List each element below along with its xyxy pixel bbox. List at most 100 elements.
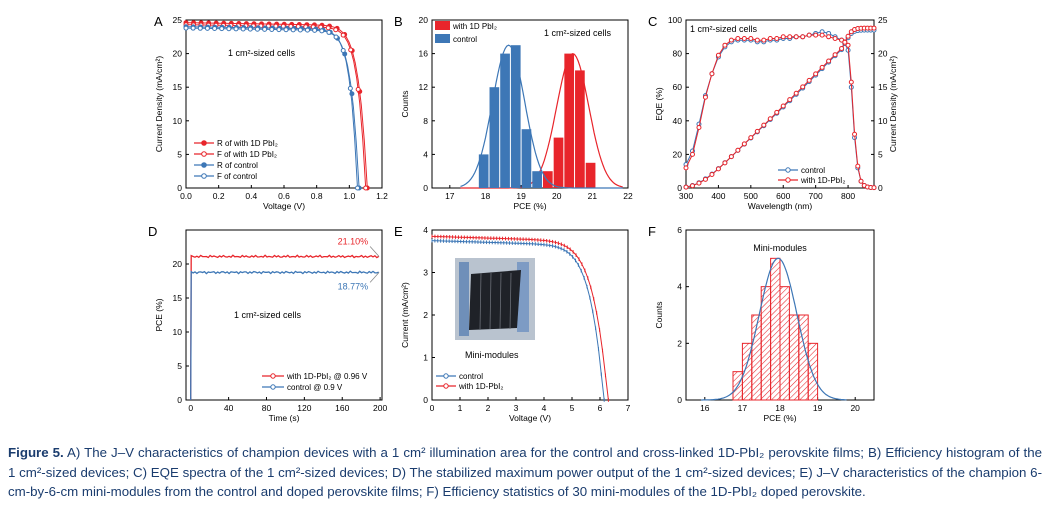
panel-d-legend-label: control @ 0.9 V (287, 383, 343, 392)
panel-c-eqe-point (826, 34, 832, 40)
panel-f-bar (779, 286, 790, 401)
panel-a-ytick-label: 0 (177, 183, 182, 193)
panel-f-bar (770, 257, 781, 401)
panel-c-eqe-point (848, 79, 854, 85)
panel-f-bar (807, 342, 819, 401)
panel-b-xtick-label: 18 (481, 191, 491, 201)
panel-a-point (276, 27, 282, 33)
panel-c-ytick-label: 80 (673, 49, 683, 59)
panel-d-series-line (190, 254, 380, 401)
panel-e-legend-marker (443, 373, 449, 379)
panel-c-integrated-point (793, 90, 799, 96)
panel-c-integrated-point (832, 52, 838, 58)
panel-d-xtick-label: 40 (224, 403, 234, 413)
panel-a-legend-label: R of control (217, 161, 258, 170)
photo-module-device (469, 270, 521, 330)
panel-a-legend-marker (201, 151, 207, 157)
caption-label: Figure 5. (8, 445, 64, 460)
panel-f-xtick-label: 20 (850, 403, 860, 413)
panel-b-legend-swatch (435, 21, 450, 30)
panel-f-fit-curve (701, 257, 847, 401)
panel-a-point (240, 26, 246, 32)
panel-b-annotation: 1 cm²-sized cells (544, 28, 612, 38)
panel-b-ytick-label: 0 (423, 183, 428, 193)
panel-a-ytick-label: 10 (173, 116, 183, 126)
panel-d-legend-marker (270, 373, 276, 379)
caption-text: A) The J–V characteristics of champion d… (8, 445, 1043, 499)
panel-b-xlabel: PCE (%) (513, 201, 546, 211)
panel-d-label: D (148, 224, 157, 239)
panel-c-ytick-right-label: 0 (878, 183, 883, 193)
figure-caption: Figure 5. A) The J–V characteristics of … (8, 443, 1042, 521)
panel-c-ytick-right-label: 5 (878, 149, 883, 159)
panel-a-point (290, 27, 296, 33)
panel-c-ytick-label: 60 (673, 82, 683, 92)
panel-d-xtick-label: 80 (262, 403, 272, 413)
photo-module-scribe-line (479, 272, 482, 330)
panel-c-integrated-point (741, 141, 747, 147)
panel-b-bar (532, 171, 542, 188)
panel-c-integrated-point (845, 33, 851, 39)
panel-c-eqe-point (852, 131, 858, 137)
panel-c-integrated-point (754, 128, 760, 134)
panel-a-point (262, 26, 268, 32)
panel-c-integrated-point (761, 122, 767, 128)
panel-a-ytick-label: 20 (173, 49, 183, 59)
panel-a-ytick-label: 25 (173, 15, 183, 25)
panel-a-point (340, 47, 346, 53)
photo-glove-left (459, 262, 469, 336)
panel-a-point (233, 26, 239, 32)
panel-e-xtick-label: 3 (514, 403, 519, 413)
panel-c-eqe-point (774, 35, 780, 41)
panel-d-value-pointer (369, 246, 380, 257)
panel-e-legend-marker (443, 383, 449, 389)
panel-d-value-label: 21.10% (338, 237, 369, 247)
panel-c-ytick-label: 0 (677, 183, 682, 193)
panel-c-integrated-point (748, 135, 754, 141)
panel-c-eqe-point (754, 37, 760, 43)
panel-b-ytick-label: 20 (419, 15, 429, 25)
panel-c-integrated-point (689, 183, 695, 189)
panel-a-point (247, 26, 253, 32)
panel-f-xtick-label: 16 (700, 403, 710, 413)
panel-e-xtick-label: 0 (430, 403, 435, 413)
panel-e-ytick-label: 1 (423, 353, 428, 363)
panel-d-series-line (190, 270, 379, 401)
panel-c-integrated-point (871, 25, 877, 31)
panel-b-bar (585, 162, 596, 188)
panel-d-value-pointer (369, 272, 380, 283)
panel-b-bar (564, 53, 575, 188)
panel-a-xlabel: Voltage (V) (263, 201, 305, 211)
panel-c-legend-label: with 1D-PbI₂ (800, 176, 845, 185)
panel-a-point (325, 25, 331, 31)
panel-b-fit-curve (460, 44, 623, 189)
panel-c-integrated-point (702, 176, 708, 182)
panel-c-eqe-point (832, 35, 838, 41)
photo-module-scribe-line (499, 272, 502, 330)
panel-a-point (333, 34, 339, 40)
panel-d-ytick-label: 0 (177, 395, 182, 405)
panel-e-ytick-label: 4 (423, 225, 428, 235)
panel-c-legend-label: control (801, 166, 825, 175)
panel-c-eqe-point (761, 37, 767, 43)
panel-c-integrated-point (696, 180, 702, 186)
panel-c-eqe-point (800, 34, 806, 40)
panel-c-eqe-point (683, 165, 689, 171)
panel-c-integrated-point (800, 84, 806, 90)
panel-c-eqe-line (685, 34, 875, 189)
panel-c-xtick-label: 600 (776, 191, 790, 201)
panel-c-xtick-label: 400 (711, 191, 725, 201)
panel-d-annotation: 1 cm²-sized cells (234, 310, 302, 320)
panel-c-integrated-point (767, 116, 773, 122)
panel-f-ylabel: Counts (654, 302, 664, 329)
panel-c-integrated-point (839, 45, 845, 51)
panel-c-eqe-point (748, 35, 754, 41)
panel-c-xtick-label: 500 (744, 191, 758, 201)
panel-a-legend-label: F of with 1D PbI₂ (217, 150, 277, 159)
panel-c-frame (685, 19, 875, 189)
panel-c-eqe-point (767, 35, 773, 41)
panel-b-ytick-label: 8 (423, 116, 428, 126)
panel-c-xtick-label: 800 (841, 191, 855, 201)
panel-c-eqe-point (871, 185, 877, 191)
panel-c-integrated-point (683, 184, 689, 190)
